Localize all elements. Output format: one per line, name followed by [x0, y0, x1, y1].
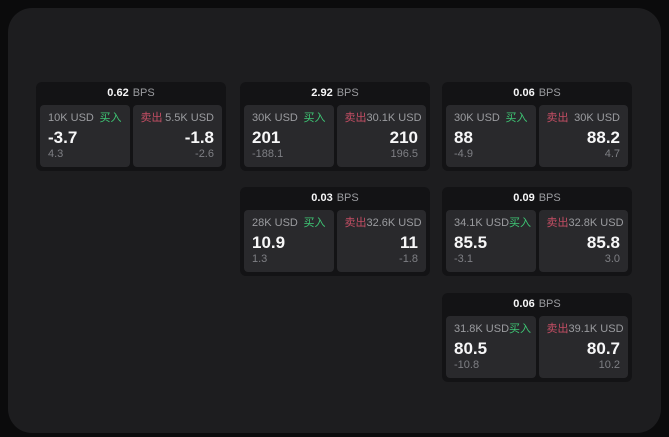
bps-value: 2.92	[311, 87, 333, 99]
buy-size: 34.1K USD	[454, 217, 510, 229]
bps-unit-label: BPS	[538, 298, 561, 310]
sell-size: 32.6K USD	[366, 217, 422, 229]
card-header: 0.09 BPS	[442, 187, 632, 210]
buy-size: 31.8K USD	[454, 323, 510, 335]
sell-side-label: 卖出	[546, 217, 569, 229]
sell-size: 32.8K USD	[568, 217, 624, 229]
card-header: 0.62 BPS	[36, 82, 226, 105]
sell-size: 39.1K USD	[568, 323, 624, 335]
sell-delta: -2.6	[195, 148, 214, 160]
quote-card-3: 0.03 BPS 28K USD 买入 10.9 1.3 卖出 32.6K US…	[240, 187, 430, 276]
buy-price: 88	[454, 128, 473, 147]
sell-delta: 4.7	[604, 148, 620, 160]
quote-card-0: 0.62 BPS 10K USD 买入 -3.7 4.3 卖出 5.5K USD…	[36, 82, 226, 171]
sell-panel[interactable]: 卖出 5.5K USD -1.8 -2.6	[132, 105, 222, 167]
sell-price: -1.8	[184, 128, 214, 147]
buy-delta: -3.1	[454, 253, 473, 265]
quote-card-1: 2.92 BPS 30K USD 买入 201 -188.1 卖出 30.1K …	[240, 82, 430, 171]
sell-delta: 196.5	[390, 148, 418, 160]
sell-price: 80.7	[586, 339, 620, 358]
buy-delta: -10.8	[454, 359, 480, 371]
buy-side-label: 买入	[505, 112, 528, 124]
buy-delta: 1.3	[252, 253, 268, 265]
sell-panel[interactable]: 卖出 39.1K USD 80.7 10.2	[538, 316, 628, 378]
sell-delta: 3.0	[604, 253, 620, 265]
buy-size: 30K USD	[252, 112, 298, 124]
sell-price: 11	[400, 233, 418, 252]
buy-side-label: 买入	[303, 112, 326, 124]
buy-price: 80.5	[454, 339, 488, 358]
sell-panel[interactable]: 卖出 30.1K USD 210 196.5	[336, 105, 426, 167]
buy-panel[interactable]: 30K USD 买入 88 -4.9	[446, 105, 536, 167]
buy-size: 30K USD	[454, 112, 500, 124]
sell-price: 88.2	[586, 128, 620, 147]
buy-panel[interactable]: 10K USD 买入 -3.7 4.3	[40, 105, 130, 167]
sell-size: 30.1K USD	[366, 112, 422, 124]
bps-unit-label: BPS	[538, 87, 561, 99]
sell-side-label: 卖出	[546, 112, 569, 124]
buy-price: 201	[252, 128, 281, 147]
bps-value: 0.62	[107, 87, 129, 99]
bps-value: 0.06	[513, 298, 535, 310]
buy-panel[interactable]: 30K USD 买入 201 -188.1	[244, 105, 334, 167]
sell-side-label: 卖出	[344, 112, 367, 124]
sell-side-label: 卖出	[546, 323, 569, 335]
main-panel: 0.62 BPS 10K USD 买入 -3.7 4.3 卖出 5.5K USD…	[8, 8, 661, 433]
sell-delta: 10.2	[598, 359, 620, 371]
sell-price: 210	[389, 128, 418, 147]
sell-panel[interactable]: 卖出 32.8K USD 85.8 3.0	[538, 210, 628, 272]
buy-delta: 4.3	[48, 148, 64, 160]
sell-size: 5.5K USD	[165, 112, 214, 124]
sell-panel[interactable]: 卖出 32.6K USD 11 -1.8	[336, 210, 426, 272]
buy-panel[interactable]: 31.8K USD 买入 80.5 -10.8	[446, 316, 536, 378]
buy-delta: -188.1	[252, 148, 284, 160]
sell-panel[interactable]: 卖出 30K USD 88.2 4.7	[538, 105, 628, 167]
card-header: 0.06 BPS	[442, 293, 632, 316]
quote-card-2: 0.06 BPS 30K USD 买入 88 -4.9 卖出 30K USD 8…	[442, 82, 632, 171]
sell-delta: -1.8	[399, 253, 418, 265]
sell-side-label: 卖出	[344, 217, 367, 229]
buy-size: 10K USD	[48, 112, 94, 124]
buy-size: 28K USD	[252, 217, 298, 229]
bps-value: 0.09	[513, 192, 535, 204]
buy-price: 10.9	[252, 233, 286, 252]
bps-value: 0.03	[311, 192, 333, 204]
card-header: 0.06 BPS	[442, 82, 632, 105]
bps-unit-label: BPS	[538, 192, 561, 204]
buy-side-label: 买入	[99, 112, 122, 124]
card-header: 2.92 BPS	[240, 82, 430, 105]
sell-side-label: 卖出	[140, 112, 163, 124]
buy-panel[interactable]: 34.1K USD 买入 85.5 -3.1	[446, 210, 536, 272]
buy-side-label: 买入	[303, 217, 326, 229]
buy-side-label: 买入	[509, 217, 532, 229]
bps-unit-label: BPS	[132, 87, 155, 99]
quote-card-5: 0.06 BPS 31.8K USD 买入 80.5 -10.8 卖出 39.1…	[442, 293, 632, 382]
buy-delta: -4.9	[454, 148, 473, 160]
sell-price: 85.8	[586, 233, 620, 252]
buy-price: -3.7	[48, 128, 78, 147]
quote-card-4: 0.09 BPS 34.1K USD 买入 85.5 -3.1 卖出 32.8K…	[442, 187, 632, 276]
bps-unit-label: BPS	[336, 87, 359, 99]
bps-value: 0.06	[513, 87, 535, 99]
buy-price: 85.5	[454, 233, 488, 252]
bps-unit-label: BPS	[336, 192, 359, 204]
card-header: 0.03 BPS	[240, 187, 430, 210]
buy-panel[interactable]: 28K USD 买入 10.9 1.3	[244, 210, 334, 272]
buy-side-label: 买入	[509, 323, 532, 335]
sell-size: 30K USD	[574, 112, 620, 124]
